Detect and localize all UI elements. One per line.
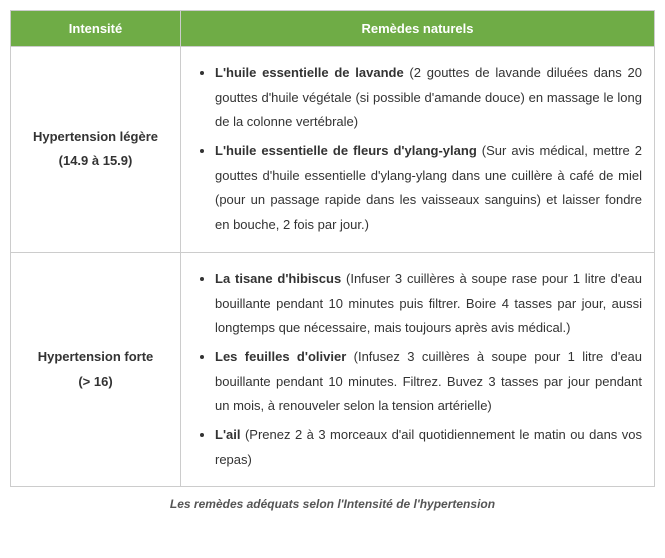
remedy-name: Les feuilles d'olivier <box>215 349 346 364</box>
list-item: L'huile essentielle de lavande (2 goutte… <box>215 61 642 135</box>
table-caption: Les remèdes adéquats selon l'Intensité d… <box>10 497 655 511</box>
remedies-cell: La tisane d'hibiscus (Infuser 3 cuillère… <box>181 252 655 487</box>
remedy-name: L'huile essentielle de fleurs d'ylang-yl… <box>215 143 477 158</box>
header-intensity: Intensité <box>11 11 181 47</box>
header-remedies: Remèdes naturels <box>181 11 655 47</box>
list-item: L'huile essentielle de fleurs d'ylang-yl… <box>215 139 642 238</box>
remedy-name: La tisane d'hibiscus <box>215 271 341 286</box>
remedies-list: L'huile essentielle de lavande (2 goutte… <box>193 61 642 238</box>
list-item: L'ail (Prenez 2 à 3 morceaux d'ail quoti… <box>215 423 642 472</box>
intensity-range: (> 16) <box>23 370 168 395</box>
remedy-name: L'huile essentielle de lavande <box>215 65 404 80</box>
intensity-range: (14.9 à 15.9) <box>23 149 168 174</box>
table-row: Hypertension forte(> 16) La tisane d'hibi… <box>11 252 655 487</box>
intensity-title: Hypertension légère <box>23 125 168 150</box>
list-item: Les feuilles d'olivier (Infusez 3 cuillè… <box>215 345 642 419</box>
intensity-cell: Hypertension légère(14.9 à 15.9) <box>11 47 181 253</box>
table-row: Hypertension légère(14.9 à 15.9) L'huile … <box>11 47 655 253</box>
intensity-title: Hypertension forte <box>23 345 168 370</box>
remedies-table: Intensité Remèdes naturels Hypertension … <box>10 10 655 487</box>
remedy-name: L'ail <box>215 427 241 442</box>
table-body: Hypertension légère(14.9 à 15.9) L'huile … <box>11 47 655 487</box>
remedies-cell: L'huile essentielle de lavande (2 goutte… <box>181 47 655 253</box>
intensity-cell: Hypertension forte(> 16) <box>11 252 181 487</box>
remedies-list: La tisane d'hibiscus (Infuser 3 cuillère… <box>193 267 642 473</box>
list-item: La tisane d'hibiscus (Infuser 3 cuillère… <box>215 267 642 341</box>
remedy-detail: (Prenez 2 à 3 morceaux d'ail quotidienne… <box>215 427 642 467</box>
